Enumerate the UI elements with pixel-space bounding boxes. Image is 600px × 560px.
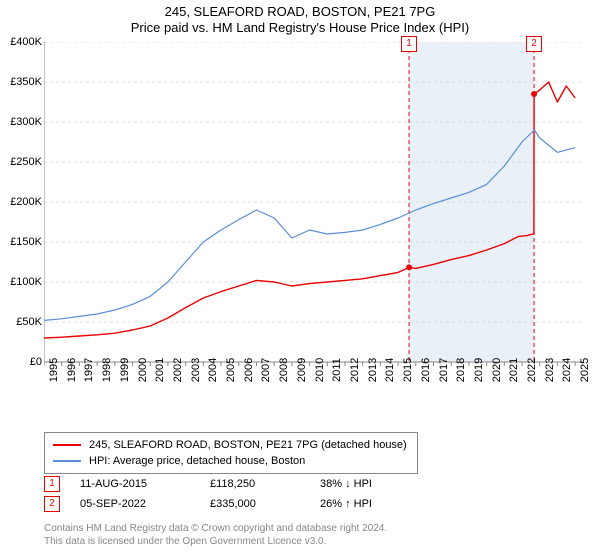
chart-subtitle: Price paid vs. HM Land Registry's House …: [0, 19, 600, 37]
x-tick-label: 2009: [296, 358, 308, 382]
x-tick-label: 2007: [260, 358, 272, 382]
x-tick-label: 2023: [544, 358, 556, 382]
x-tick-label: 2003: [190, 358, 202, 382]
sales-table: 1 11-AUG-2015 £118,250 38% ↓ HPI 2 05-SEP-202…: [44, 474, 372, 514]
footer-line2: This data is licensed under the Open Gov…: [44, 535, 387, 548]
sale-date: 05-SEP-2022: [80, 498, 190, 510]
x-tick-label: 2021: [508, 358, 520, 382]
x-tick-label: 2018: [455, 358, 467, 382]
sale-date: 11-AUG-2015: [80, 478, 190, 490]
x-tick-label: 2017: [438, 358, 450, 382]
x-tick-label: 2019: [473, 358, 485, 382]
x-tick-label: 2025: [579, 358, 591, 382]
x-tick-label: 2011: [331, 358, 343, 382]
x-tick-label: 1999: [119, 358, 131, 382]
legend-label: 245, SLEAFORD ROAD, BOSTON, PE21 7PG (de…: [89, 439, 407, 451]
y-tick-label: £400K: [2, 36, 42, 48]
legend-swatch: [53, 460, 81, 462]
x-tick-label: 1995: [48, 358, 60, 382]
x-tick-label: 1996: [66, 358, 78, 382]
x-tick-label: 2004: [207, 358, 219, 382]
sale-price: £118,250: [210, 478, 300, 490]
x-tick-label: 2024: [561, 358, 573, 382]
chart-svg: [44, 42, 584, 392]
legend: 245, SLEAFORD ROAD, BOSTON, PE21 7PG (de…: [44, 432, 418, 474]
sale-marker: 2: [526, 36, 542, 52]
sale-price: £335,000: [210, 498, 300, 510]
sale-delta: 26% ↑ HPI: [320, 498, 372, 510]
y-tick-label: £0: [2, 356, 42, 368]
x-tick-label: 2020: [491, 358, 503, 382]
x-tick-label: 2013: [367, 358, 379, 382]
sale-marker: 1: [401, 36, 417, 52]
sale-marker-ref: 1: [44, 476, 60, 492]
chart-area: £0£50K£100K£150K£200K£250K£300K£350K£400…: [44, 42, 584, 392]
legend-label: HPI: Average price, detached house, Bost…: [89, 455, 305, 467]
y-tick-label: £350K: [2, 76, 42, 88]
x-tick-label: 2022: [526, 358, 538, 382]
y-tick-label: £300K: [2, 116, 42, 128]
footer-line1: Contains HM Land Registry data © Crown c…: [44, 522, 387, 535]
x-tick-label: 2000: [137, 358, 149, 382]
legend-row: HPI: Average price, detached house, Bost…: [53, 453, 409, 469]
sale-delta: 38% ↓ HPI: [320, 478, 372, 490]
x-tick-label: 2012: [349, 358, 361, 382]
footer: Contains HM Land Registry data © Crown c…: [44, 522, 387, 548]
x-tick-label: 2001: [154, 358, 166, 382]
sale-marker-ref: 2: [44, 496, 60, 512]
y-tick-label: £200K: [2, 196, 42, 208]
x-tick-label: 2005: [225, 358, 237, 382]
x-tick-label: 2006: [243, 358, 255, 382]
x-tick-label: 2008: [278, 358, 290, 382]
x-tick-label: 1998: [101, 358, 113, 382]
x-tick-label: 2002: [172, 358, 184, 382]
x-tick-label: 2014: [384, 358, 396, 382]
sale-row: 1 11-AUG-2015 £118,250 38% ↓ HPI: [44, 474, 372, 494]
chart-title: 245, SLEAFORD ROAD, BOSTON, PE21 7PG: [0, 0, 600, 19]
y-tick-label: £150K: [2, 236, 42, 248]
x-tick-label: 2015: [402, 358, 414, 382]
legend-swatch: [53, 444, 81, 446]
sale-row: 2 05-SEP-2022 £335,000 26% ↑ HPI: [44, 494, 372, 514]
x-tick-label: 2016: [420, 358, 432, 382]
y-tick-label: £250K: [2, 156, 42, 168]
y-tick-label: £100K: [2, 276, 42, 288]
x-tick-label: 1997: [83, 358, 95, 382]
page: 245, SLEAFORD ROAD, BOSTON, PE21 7PG Pri…: [0, 0, 600, 560]
y-tick-label: £50K: [2, 316, 42, 328]
legend-row: 245, SLEAFORD ROAD, BOSTON, PE21 7PG (de…: [53, 437, 409, 453]
x-tick-label: 2010: [314, 358, 326, 382]
